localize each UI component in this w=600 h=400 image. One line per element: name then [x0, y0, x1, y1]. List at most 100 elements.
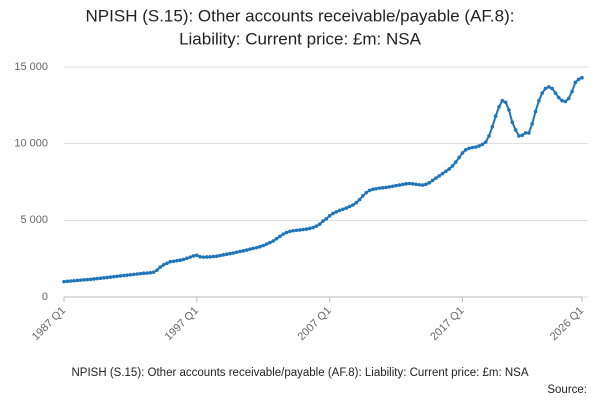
point — [380, 186, 385, 190]
point — [543, 86, 548, 91]
point — [527, 131, 531, 135]
point — [444, 169, 448, 174]
point — [112, 274, 116, 279]
point — [480, 142, 485, 147]
point — [493, 114, 498, 118]
point — [254, 245, 259, 250]
point — [204, 255, 209, 259]
point — [467, 146, 471, 151]
point — [168, 259, 173, 264]
point — [281, 232, 285, 236]
point — [530, 121, 534, 126]
point — [128, 272, 133, 277]
point — [311, 225, 315, 230]
point — [503, 100, 508, 105]
point — [540, 91, 544, 95]
footer: NPISH (S.15): Other accounts receivable/… — [72, 367, 529, 379]
point — [550, 86, 554, 91]
point — [307, 226, 312, 231]
chart-title: Liability: Current price: £m: NSA — [179, 29, 422, 48]
point — [347, 204, 352, 209]
point — [141, 271, 146, 276]
point — [483, 140, 488, 144]
point — [430, 178, 435, 183]
point — [121, 273, 126, 278]
point — [434, 176, 438, 180]
point — [115, 274, 119, 279]
point — [490, 125, 495, 129]
point — [258, 244, 262, 249]
point — [65, 279, 70, 284]
source: Source: — [547, 384, 587, 396]
point — [108, 275, 113, 279]
point — [523, 131, 528, 135]
point — [278, 234, 282, 239]
point — [98, 276, 103, 281]
point — [274, 236, 279, 241]
point — [454, 160, 458, 164]
point — [95, 276, 100, 281]
point — [546, 85, 551, 89]
point — [533, 109, 538, 114]
point — [580, 75, 584, 80]
point — [566, 96, 571, 101]
point — [118, 274, 123, 278]
point — [447, 167, 451, 171]
point — [553, 91, 558, 95]
x-tick-label: 2007 Q1 — [295, 305, 333, 343]
point — [470, 145, 475, 150]
point — [191, 254, 196, 258]
point — [85, 277, 90, 282]
point — [417, 182, 422, 187]
point — [424, 182, 428, 187]
point — [135, 272, 139, 276]
point — [351, 203, 355, 207]
point — [241, 249, 246, 253]
point — [234, 250, 239, 255]
point — [371, 187, 375, 192]
point — [92, 277, 96, 281]
point — [131, 272, 136, 277]
y-tick-label: 10 000 — [14, 138, 48, 150]
point — [457, 155, 461, 160]
point — [473, 145, 478, 149]
point — [377, 186, 382, 190]
point — [537, 98, 541, 103]
point — [331, 211, 335, 216]
point — [563, 99, 568, 104]
point — [560, 98, 564, 103]
point — [341, 207, 345, 212]
y-tick-label: 15 000 — [14, 61, 48, 73]
point — [72, 278, 76, 283]
point — [420, 183, 425, 187]
point — [211, 254, 216, 259]
point — [62, 279, 66, 284]
point — [477, 144, 481, 148]
point — [327, 213, 332, 218]
point — [304, 227, 309, 231]
point — [165, 261, 169, 266]
point — [268, 240, 272, 245]
y-tick-label: 0 — [42, 291, 48, 303]
point — [175, 258, 179, 263]
point — [517, 134, 521, 138]
point — [361, 194, 365, 198]
x-tick-label: 2026 Q1 — [548, 305, 586, 343]
point — [576, 77, 581, 82]
point — [344, 206, 349, 210]
point — [221, 253, 226, 257]
point — [284, 230, 289, 235]
point — [463, 148, 468, 152]
point — [297, 228, 302, 232]
point — [82, 278, 86, 282]
point — [178, 258, 183, 263]
x-tick-label: 1987 Q1 — [30, 305, 68, 343]
point — [500, 98, 505, 103]
point — [102, 276, 106, 280]
point — [185, 256, 189, 261]
point — [75, 278, 80, 283]
point — [487, 134, 491, 138]
point — [556, 95, 561, 100]
point — [374, 186, 378, 191]
